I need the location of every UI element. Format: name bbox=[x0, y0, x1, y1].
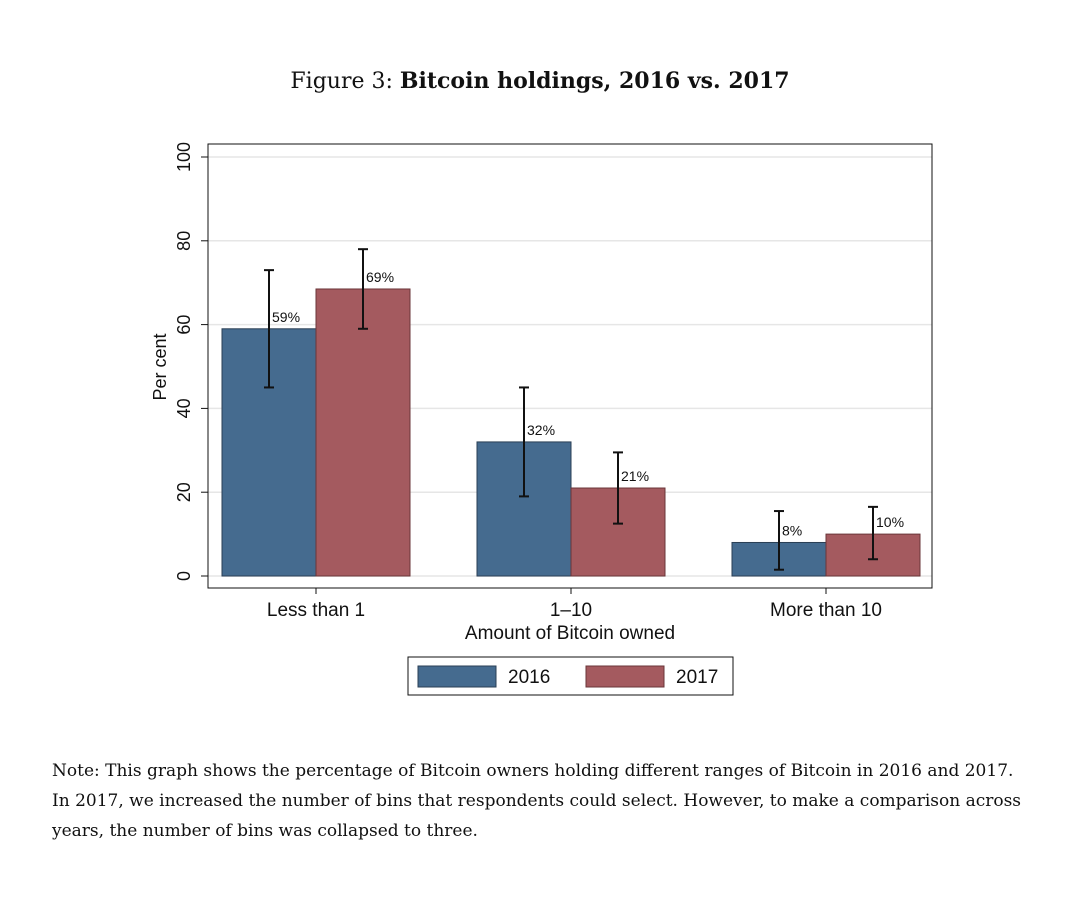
data-labels: 59% 32% 8% 69% 21% 10% bbox=[272, 269, 904, 538]
legend: 2016 2017 bbox=[407, 656, 734, 696]
axes: 0 20 40 60 80 100 Less than 1 1–10 More than 10 bbox=[174, 142, 882, 621]
x-axis-label: Amount of Bitcoin owned bbox=[465, 623, 675, 644]
y-tick-label: 0 bbox=[174, 571, 194, 581]
figure-title-text: Bitcoin holdings, 2016 vs. 2017 bbox=[399, 68, 790, 94]
y-tick-label: 80 bbox=[174, 231, 194, 251]
y-tick-label: 20 bbox=[174, 482, 194, 502]
data-label: 69% bbox=[366, 269, 394, 285]
error-bars bbox=[264, 248, 878, 571]
y-axis-label: Per cent bbox=[150, 333, 170, 400]
y-tick-label: 40 bbox=[174, 398, 194, 418]
bars bbox=[221, 288, 921, 577]
data-label: 8% bbox=[782, 522, 802, 538]
figure-note: Note: This graph shows the percentage of… bbox=[52, 761, 1022, 841]
legend-label-2016: 2016 bbox=[508, 667, 550, 688]
x-tick-label: More than 10 bbox=[770, 600, 882, 621]
data-label: 32% bbox=[527, 422, 555, 438]
figure-label: Figure 3: bbox=[290, 69, 393, 94]
bar-2017-1 bbox=[315, 288, 411, 577]
data-label: 10% bbox=[876, 514, 904, 530]
legend-swatch-2016 bbox=[417, 665, 497, 688]
figure-title: Figure 3: Bitcoin holdings, 2016 vs. 201… bbox=[0, 68, 1080, 94]
bar-chart: 59% 32% 8% 69% 21% 10% 0 20 40 60 80 100 Less than … bbox=[150, 142, 933, 696]
data-label: 21% bbox=[621, 468, 649, 484]
y-tick-label: 60 bbox=[174, 315, 194, 335]
data-label: 59% bbox=[272, 309, 300, 325]
x-tick-label: 1–10 bbox=[550, 600, 592, 621]
y-tick-label: 100 bbox=[174, 142, 194, 172]
legend-swatch-2017 bbox=[585, 665, 665, 688]
legend-label-2017: 2017 bbox=[676, 667, 718, 688]
x-tick-label: Less than 1 bbox=[267, 600, 365, 621]
